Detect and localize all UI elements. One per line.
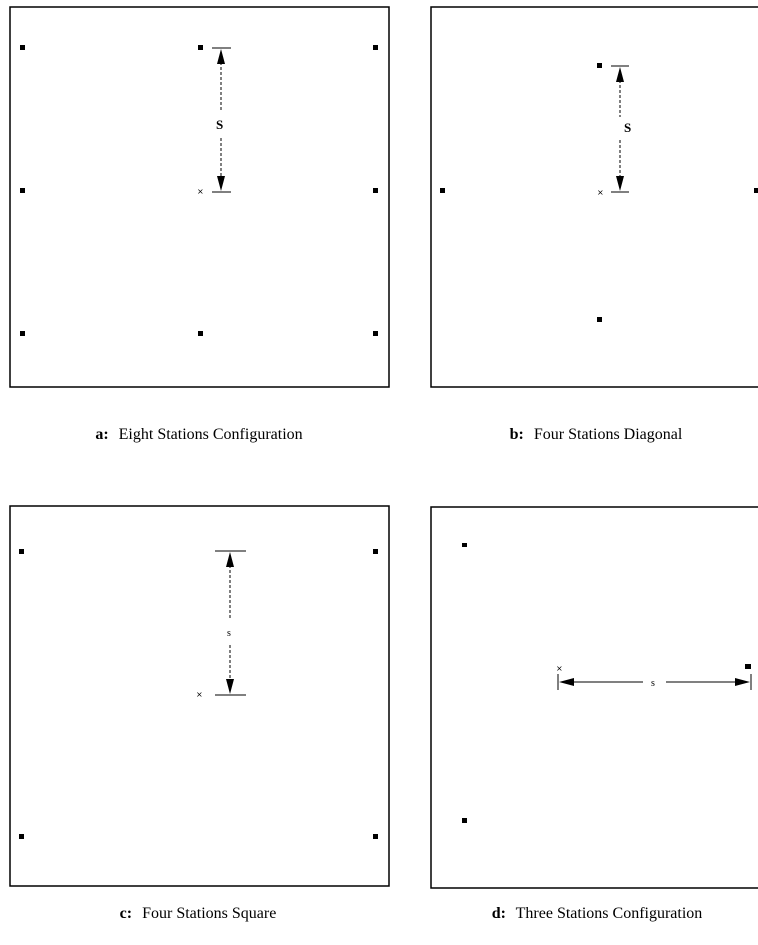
spacing-dimension: s bbox=[215, 550, 246, 696]
panel-c-caption: c: Four Stations Square bbox=[120, 905, 277, 922]
panel-d-frame bbox=[430, 506, 758, 889]
target-mark: × bbox=[597, 188, 604, 197]
spacing-label: S bbox=[216, 117, 223, 132]
panel-a: × S a: Eight Stations Configuration bbox=[9, 6, 390, 443]
station-marker bbox=[20, 188, 25, 193]
panel-b-caption: b: Four Stations Diagonal bbox=[510, 426, 683, 443]
panel-a-frame bbox=[9, 6, 390, 388]
station-marker bbox=[440, 188, 445, 193]
station-marker bbox=[754, 188, 758, 193]
panel-b: × S b: Four Stations Diagonal bbox=[430, 6, 758, 443]
panel-d-caption: d: Three Stations Configuration bbox=[492, 905, 703, 922]
station-marker bbox=[373, 549, 378, 554]
panel-d: × s d: Three Stations Configuration bbox=[430, 506, 758, 922]
target-mark: × bbox=[197, 187, 204, 196]
station-marker bbox=[462, 543, 467, 547]
spacing-label: s bbox=[227, 628, 231, 639]
panel-a-caption: a: Eight Stations Configuration bbox=[95, 426, 302, 443]
spacing-dimension: s bbox=[557, 674, 752, 690]
station-marker bbox=[373, 188, 378, 193]
station-marker bbox=[373, 331, 378, 336]
panel-c: × s c: Four Stations Square bbox=[9, 505, 390, 922]
station-marker bbox=[745, 664, 751, 669]
panel-c-frame bbox=[9, 505, 390, 887]
station-marker bbox=[597, 63, 602, 68]
target-mark: × bbox=[196, 690, 203, 699]
station-marker bbox=[20, 45, 25, 50]
spacing-label: S bbox=[624, 120, 631, 135]
station-marker bbox=[19, 549, 24, 554]
target-mark: × bbox=[556, 664, 563, 673]
station-marker bbox=[373, 834, 378, 839]
station-marker bbox=[198, 331, 203, 336]
station-marker bbox=[373, 45, 378, 50]
panel-b-frame bbox=[430, 6, 758, 388]
spacing-label: s bbox=[651, 678, 655, 689]
station-marker bbox=[597, 317, 602, 322]
station-marker bbox=[462, 818, 467, 823]
station-marker bbox=[19, 834, 24, 839]
station-marker bbox=[198, 45, 203, 50]
spacing-dimension: S bbox=[212, 47, 231, 193]
spacing-dimension: S bbox=[611, 65, 631, 193]
station-marker bbox=[20, 331, 25, 336]
